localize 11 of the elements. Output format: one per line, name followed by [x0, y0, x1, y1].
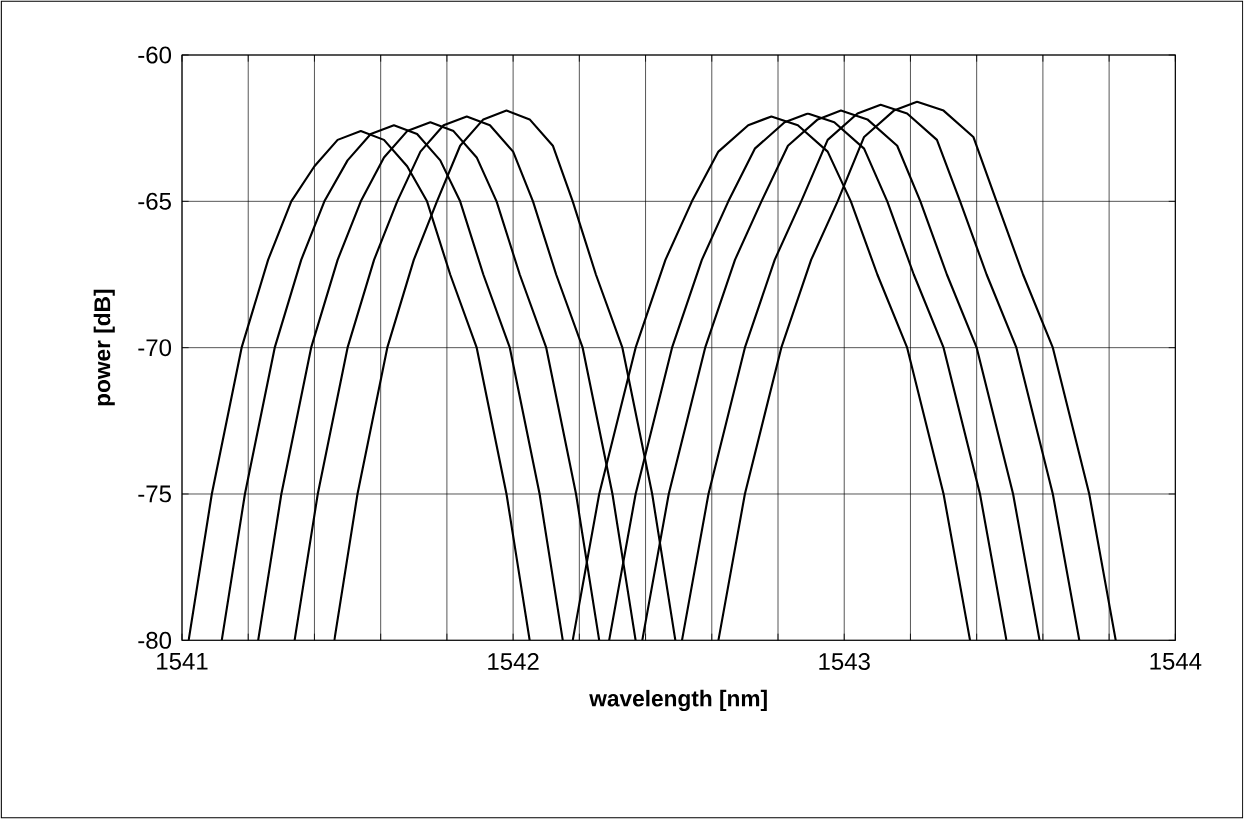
y-tick-label: -80 [138, 631, 172, 649]
x-axis-title: wavelength [nm] [589, 689, 767, 712]
y-tick-label: -65 [138, 192, 171, 210]
x-tick-label: 1541 [157, 653, 208, 670]
x-tick-label: 1544 [1150, 653, 1202, 670]
y-axis-title: power [dB] [93, 289, 115, 406]
y-tick-label: -60 [138, 46, 172, 64]
y-tick-label: -75 [138, 485, 171, 503]
y-tick-label: -70 [138, 339, 172, 357]
x-tick-label: 1542 [488, 653, 539, 671]
x-tick-label: 1543 [819, 653, 870, 671]
